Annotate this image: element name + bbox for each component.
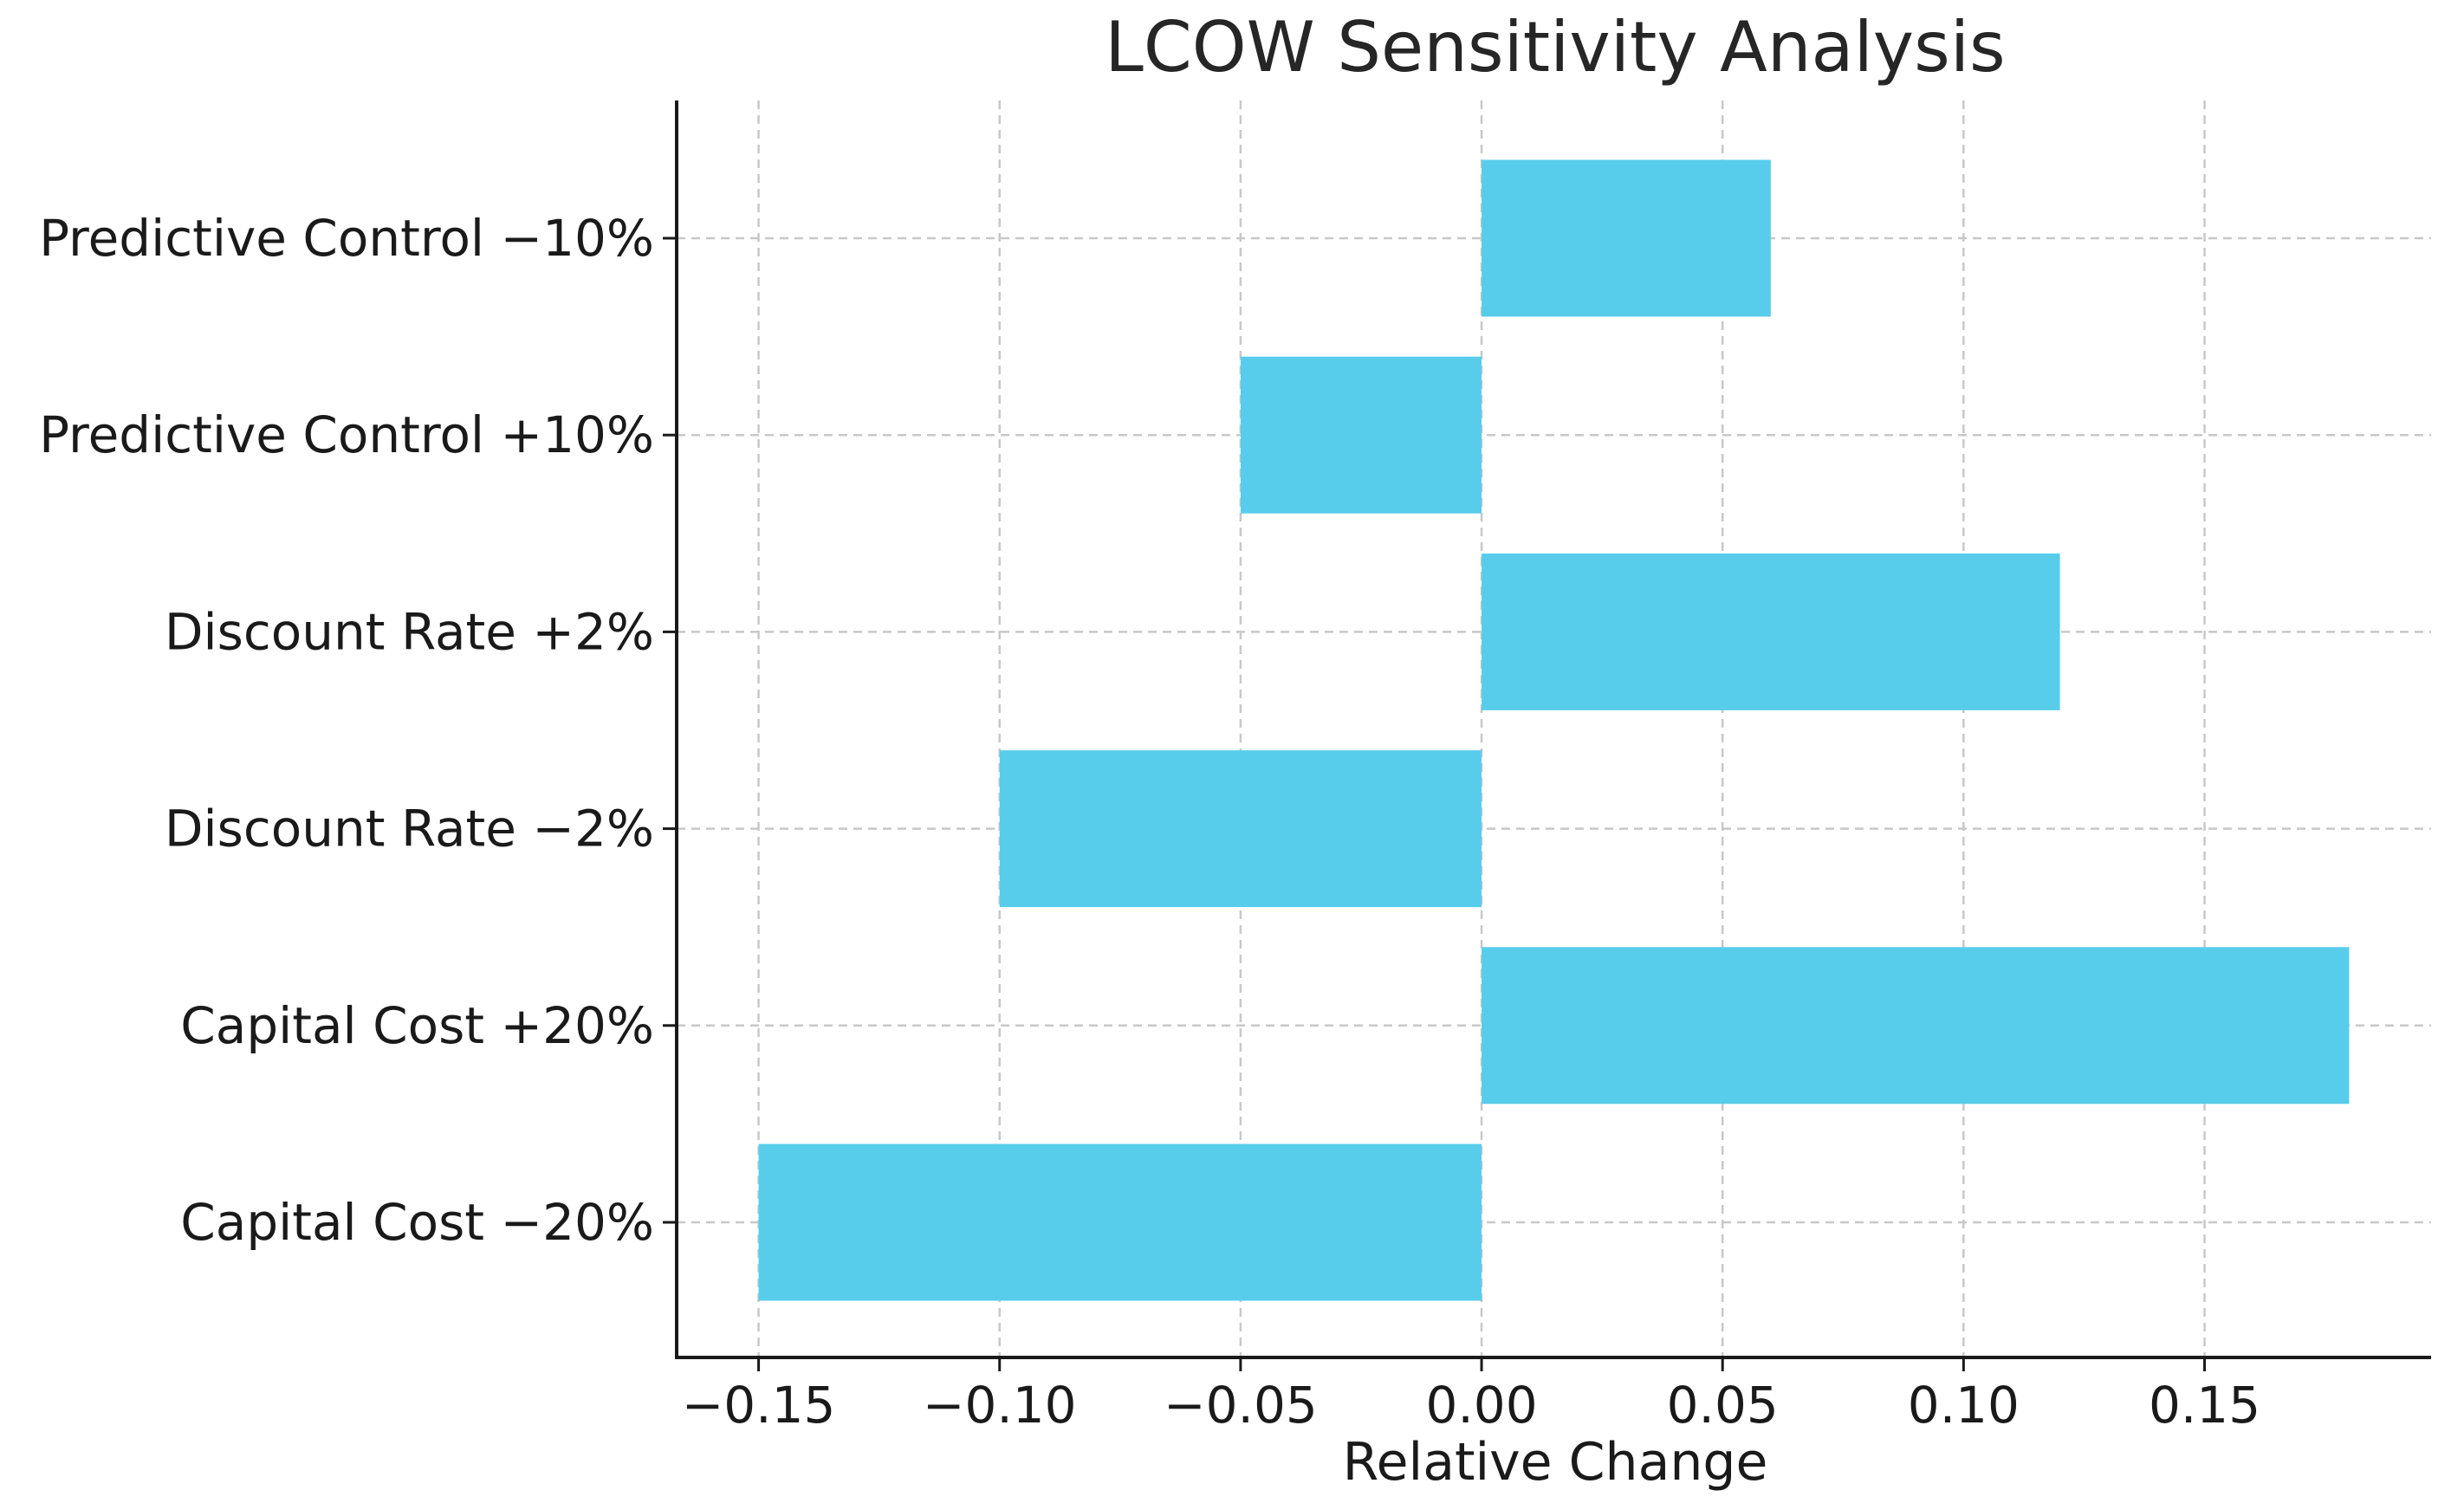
x-tick-label: 0.15 — [2149, 1376, 2260, 1435]
axis-layer — [663, 100, 2431, 1371]
category-label: Discount Rate −2% — [165, 800, 654, 858]
label-layer: −0.15 −0.10 −0.05 0.00 0.05 0.10 0.15 Capital C… — [39, 209, 2260, 1435]
bar — [758, 1143, 1482, 1301]
x-axis-label: Relative Change — [1343, 1432, 1768, 1493]
bar — [999, 750, 1482, 908]
chart-title: LCOW Sensitivity Analysis — [1105, 7, 2005, 87]
category-label: Capital Cost −20% — [180, 1193, 654, 1252]
x-tick-label: −0.10 — [923, 1376, 1077, 1435]
category-label: Predictive Control +10% — [39, 405, 654, 464]
bar — [1482, 553, 2060, 710]
x-tick-label: 0.05 — [1667, 1376, 1779, 1435]
bar-layer — [758, 159, 2350, 1301]
x-tick-label: −0.15 — [682, 1376, 836, 1435]
x-tick-label: 0.00 — [1425, 1376, 1537, 1435]
x-tick-label: 0.10 — [1908, 1376, 2020, 1435]
category-label: Predictive Control −10% — [39, 209, 654, 268]
category-label: Capital Cost +20% — [180, 996, 654, 1055]
bar — [1482, 947, 2350, 1105]
x-tick-label: −0.05 — [1164, 1376, 1318, 1435]
category-label: Discount Rate +2% — [165, 602, 654, 661]
bar — [1482, 159, 1771, 317]
bar — [1240, 356, 1482, 514]
